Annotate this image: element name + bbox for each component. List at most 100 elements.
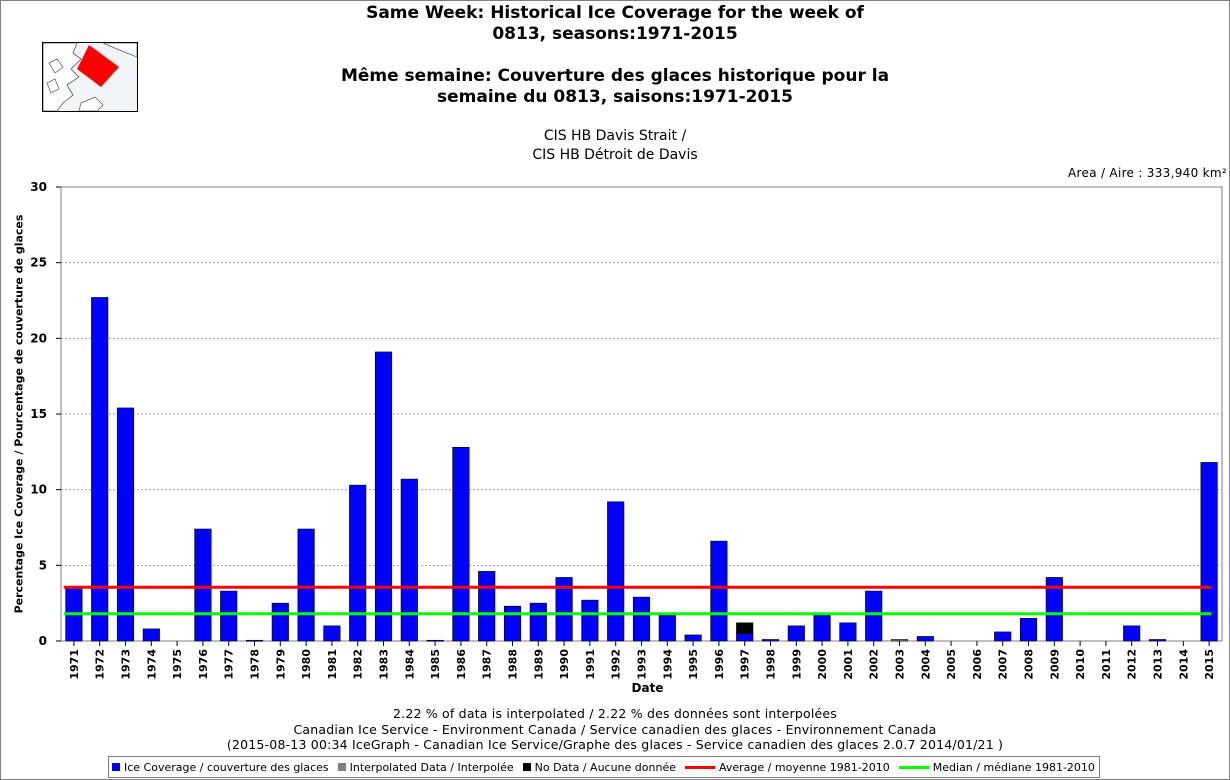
bar-interpolated — [890, 639, 909, 642]
x-tick-label: 2000 — [816, 649, 829, 680]
x-tick-label: 1972 — [94, 649, 107, 680]
bar-ice — [736, 633, 754, 642]
legend-label-ice: Ice Coverage / couverture des glaces — [124, 760, 329, 774]
bar-ice — [400, 478, 418, 642]
bar-ice — [452, 446, 470, 642]
bar-ice — [787, 625, 805, 642]
x-tick-label: 2011 — [1100, 649, 1113, 680]
title-line: Même semaine: Couverture des glaces hist… — [340, 66, 890, 86]
x-tick-label: 1985 — [429, 649, 442, 680]
bar-ice — [1019, 617, 1038, 642]
y-tick-label: 25 — [30, 256, 47, 270]
x-tick-label: 1982 — [352, 649, 365, 680]
bar-ice — [116, 407, 135, 642]
x-tick-label: 2003 — [894, 649, 907, 680]
x-tick-label: 1973 — [120, 649, 133, 680]
x-tick-label: 2010 — [1074, 649, 1087, 680]
legend-item-nodata: No Data / Aucune donnée — [522, 760, 676, 774]
x-tick-label: 1992 — [610, 649, 623, 680]
bar-ice — [142, 628, 160, 642]
bar-ice — [529, 602, 547, 642]
y-tick-label: 20 — [30, 331, 47, 345]
legend-swatch-average — [685, 765, 715, 769]
x-tick-label: 1983 — [378, 649, 391, 680]
x-tick-label: 1993 — [636, 649, 649, 680]
bar-ice — [839, 622, 857, 642]
legend-label-nodata: No Data / Aucune donnée — [534, 760, 676, 774]
area-label: Area / Aire : 333,940 km² — [1068, 166, 1227, 180]
x-tick-label: 2013 — [1152, 649, 1165, 680]
chart-title: Same Week: Historical Ice Coverage for t… — [300, 3, 930, 108]
x-tick-label: 1999 — [790, 649, 803, 680]
x-tick-label: 2008 — [1023, 649, 1036, 680]
subtitle-line: CIS HB Davis Strait / — [543, 128, 687, 144]
y-tick-label: 10 — [30, 483, 47, 497]
bar-ice — [710, 540, 728, 642]
bar-ice — [632, 596, 651, 642]
bar-ice — [1148, 639, 1167, 642]
x-tick-label: 2002 — [868, 649, 881, 680]
bar-ice — [916, 636, 934, 642]
footer-line: (2015-08-13 00:34 IceGraph - Canadian Ic… — [226, 737, 1004, 752]
x-tick-label: 1994 — [661, 649, 674, 680]
x-tick-label: 1974 — [145, 649, 158, 680]
bar-ice — [607, 501, 625, 642]
x-tick-label: 2006 — [971, 649, 984, 680]
x-tick-label: 2015 — [1203, 649, 1216, 680]
x-tick-label: 1995 — [687, 649, 700, 680]
bar-nodata — [736, 622, 754, 634]
legend-label-median: Median / médiane 1981-2010 — [932, 760, 1095, 774]
bar-ice — [1123, 625, 1141, 642]
x-tick-label: 1986 — [455, 649, 468, 680]
bar-ice — [994, 631, 1012, 642]
legend-swatch-interpolated — [337, 763, 346, 771]
bar-ice — [374, 351, 393, 642]
region-map-icon — [42, 42, 138, 112]
bar-ice — [220, 590, 238, 642]
bar-ice — [865, 590, 883, 642]
bar-ice — [349, 484, 367, 642]
bar-ice — [323, 625, 341, 642]
y-tick-label: 5 — [39, 558, 47, 572]
bar-ice — [194, 528, 212, 642]
x-tick-label: 1981 — [326, 649, 339, 680]
x-tick-label: 1984 — [403, 649, 416, 680]
y-tick-label: 0 — [39, 634, 47, 648]
x-tick-label: 2001 — [842, 649, 855, 680]
x-tick-label: 2004 — [919, 649, 932, 680]
legend-label-average: Average / moyenne 1981-2010 — [719, 760, 890, 774]
title-line: 0813, seasons:1971-2015 — [492, 24, 738, 44]
x-tick-label: 2014 — [1177, 649, 1190, 680]
x-tick-label: 1989 — [532, 649, 545, 680]
title-line: Same Week: Historical Ice Coverage for t… — [366, 3, 864, 23]
bar-ice — [761, 639, 780, 642]
x-tick-label: 1997 — [739, 649, 752, 680]
bar-ice — [503, 605, 522, 642]
bar-ice — [91, 297, 109, 642]
x-axis-label: Date — [632, 681, 664, 695]
bar-ice — [297, 528, 315, 642]
footer-line: Canadian Ice Service - Environment Canad… — [293, 721, 937, 737]
bar-ice — [658, 614, 676, 642]
x-tick-label: 1996 — [713, 649, 726, 680]
legend-swatch-nodata — [522, 763, 531, 771]
bar-ice — [271, 602, 289, 642]
x-tick-label: 1979 — [274, 649, 287, 680]
bar-ice — [581, 599, 599, 642]
x-tick-label: 1987 — [481, 649, 494, 680]
x-tick-label: 1971 — [68, 649, 81, 680]
footer-line: 2.22 % of data is interpolated / 2.22 % … — [393, 706, 837, 721]
legend-item-interpolated: Interpolated Data / Interpolée — [337, 761, 514, 774]
x-tick-label: 1978 — [249, 649, 262, 680]
x-tick-label: 1977 — [223, 649, 236, 680]
x-tick-label: 2009 — [1048, 649, 1061, 680]
legend-item-ice: Ice Coverage / couverture des glaces — [112, 761, 329, 774]
x-tick-label: 2007 — [997, 649, 1010, 680]
x-tick-label: 1990 — [558, 649, 571, 680]
x-tick-label: 1976 — [197, 649, 210, 680]
chart-legend: Ice Coverage / couverture des glaces Int… — [108, 756, 1100, 778]
x-tick-label: 1988 — [507, 649, 520, 680]
legend-item-average: Average / moyenne 1981-2010 — [685, 761, 890, 774]
bar-ice — [813, 614, 831, 642]
